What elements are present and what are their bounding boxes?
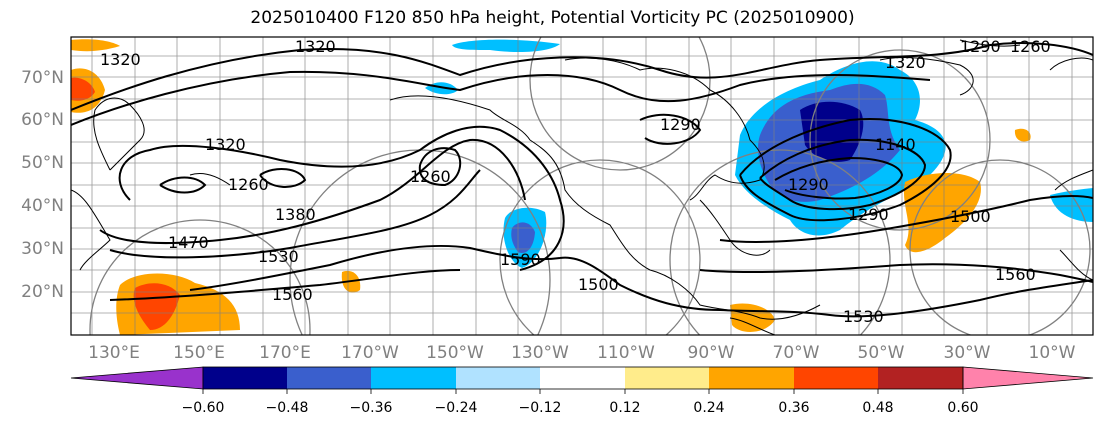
lon-label: 150°E (173, 343, 225, 363)
contour-label: 1470 (168, 233, 209, 252)
positive-anomaly-atlantic (903, 173, 981, 253)
pv-anomaly-fills (71, 39, 1093, 335)
lon-label: 50°W (857, 343, 905, 363)
colorbar-tick-label: 0.48 (862, 400, 894, 416)
contour-label: 1560 (995, 265, 1036, 284)
colorbar-tick-label: 0.12 (609, 400, 641, 416)
colorbar-segment (203, 367, 287, 389)
contour-label: 1140 (875, 135, 916, 154)
colorbar-extend-right (962, 366, 1094, 390)
lon-label: 150°W (426, 343, 484, 363)
contour-label: 1500 (578, 275, 619, 294)
contour-label: 1530 (258, 247, 299, 266)
colorbar (70, 366, 1094, 394)
contour-label: 1590 (500, 250, 541, 269)
colorbar-segment (794, 367, 878, 389)
contour-label: 1320 (295, 37, 336, 56)
contour-label: 1530 (843, 307, 884, 326)
contour-label: 1290 (848, 205, 889, 224)
lat-label: 30°N (21, 239, 64, 259)
colorbar-segment (456, 367, 540, 389)
contour-label: 1320 (885, 53, 926, 72)
colorbar-segment (625, 367, 709, 389)
contour-label: 1320 (205, 135, 246, 154)
colorbar-segment (709, 367, 794, 389)
colorbar-tick-label: −0.24 (434, 400, 478, 416)
lon-label: 90°W (687, 343, 735, 363)
lon-label: 170°E (259, 343, 311, 363)
lat-label: 70°N (21, 68, 64, 88)
contour-label: 1320 (100, 50, 141, 69)
positive-anomaly-asia-core (71, 77, 95, 101)
positive-anomaly-north (1014, 128, 1031, 142)
contour-label: 1380 (275, 205, 316, 224)
lat-label: 20°N (21, 282, 64, 302)
colorbar-segment (878, 367, 963, 389)
contour-label: 1260 (1010, 37, 1051, 56)
colorbar-tick-label: −0.12 (518, 400, 562, 416)
contour-label: 1290 (660, 115, 701, 134)
colorbar-segment (287, 367, 371, 389)
colorbar-tick-label: 0.60 (947, 400, 979, 416)
colorbar-segment (540, 367, 625, 389)
negative-anomaly-north-pacific (452, 39, 560, 52)
colorbar-frame (202, 366, 964, 390)
lon-label: 170°W (341, 343, 399, 363)
map-title: 2025010400 F120 850 hPa height, Potentia… (250, 8, 855, 28)
lat-label: 40°N (21, 196, 64, 216)
lon-label: 110°W (597, 343, 655, 363)
colorbar-segment (371, 367, 456, 389)
positive-anomaly-nw (71, 39, 120, 52)
height-contours (71, 42, 1093, 318)
map-frame (70, 36, 1094, 336)
lon-label: 130°E (88, 343, 140, 363)
coastlines (71, 39, 1093, 335)
colorbar-tick-label: −0.60 (181, 400, 225, 416)
positive-anomaly-pacific-west-core (133, 283, 180, 330)
colorbar-tick-label: 0.24 (693, 400, 725, 416)
colorbar-tick-label: −0.36 (349, 400, 393, 416)
contour-label: 1500 (950, 207, 991, 226)
lon-label: 130°W (511, 343, 569, 363)
lat-label: 60°N (21, 110, 64, 130)
contour-label: 1260 (228, 175, 269, 194)
lon-label: 10°W (1028, 343, 1076, 363)
colorbar-tick-label: −0.48 (265, 400, 309, 416)
contour-labels: 1320 1320 1320 1320 1290 1260 1290 1260 … (100, 37, 1051, 326)
lon-label: 70°W (772, 343, 820, 363)
negative-anomaly-pacific-core (511, 222, 535, 254)
colorbar-tick-label: 0.36 (778, 400, 810, 416)
lat-label: 50°N (21, 153, 64, 173)
lon-label: 30°W (943, 343, 991, 363)
colorbar-extend-left (70, 366, 204, 390)
contour-label: 1290 (960, 37, 1001, 56)
contour-label: 1560 (272, 285, 313, 304)
contour-label: 1260 (410, 167, 451, 186)
contour-label: 1290 (788, 175, 829, 194)
